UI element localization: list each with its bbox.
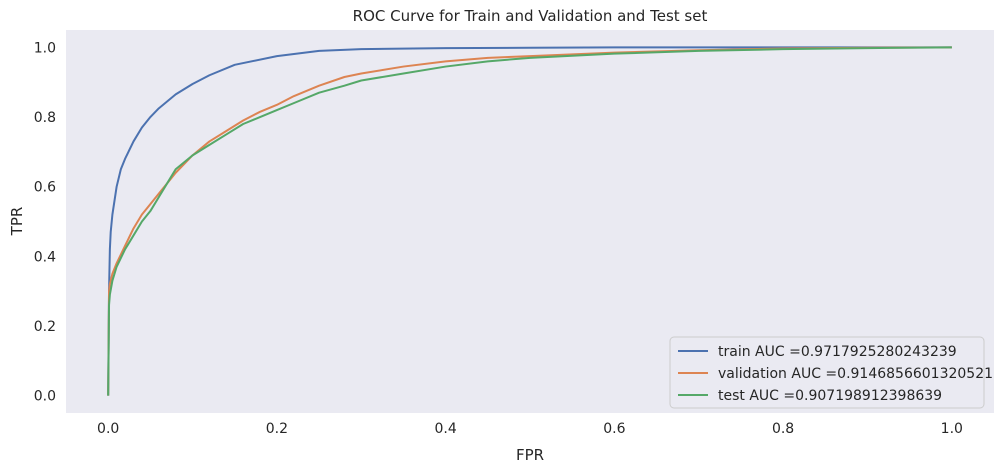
x-tick-label: 0.4 [435, 421, 457, 437]
legend-label: test AUC =0.907198912398639 [718, 388, 942, 404]
legend: train AUC =0.9717925280243239 validation … [669, 336, 993, 409]
y-tick-label: 0.2 [34, 319, 56, 335]
y-tick-label: 0.6 [34, 180, 56, 196]
y-axis-label: TPR [8, 207, 26, 237]
x-tick-labels: 0.0 0.2 0.4 0.6 0.8 1.0 [97, 421, 963, 437]
y-tick-labels: 0.0 0.2 0.4 0.6 0.8 1.0 [34, 40, 56, 404]
chart-title: ROC Curve for Train and Validation and T… [353, 7, 708, 25]
x-tick-label: 0.0 [97, 421, 119, 437]
y-tick-label: 0.8 [34, 110, 56, 126]
x-tick-label: 0.2 [266, 421, 288, 437]
legend-label: train AUC =0.9717925280243239 [718, 344, 957, 360]
y-tick-label: 0.0 [34, 389, 56, 405]
series-line [107, 46, 952, 396]
x-axis-label: FPR [516, 446, 544, 464]
x-tick-label: 0.6 [603, 421, 625, 437]
x-tick-label: 0.8 [772, 421, 794, 437]
y-tick-label: 0.4 [34, 249, 56, 265]
x-tick-label: 1.0 [941, 421, 963, 437]
legend-label: validation AUC =0.9146856601320521 [718, 366, 993, 382]
series-lines [107, 46, 952, 396]
legend-box [669, 336, 985, 409]
series-line [107, 46, 952, 396]
series-line [107, 46, 952, 396]
y-tick-label: 1.0 [34, 40, 56, 56]
